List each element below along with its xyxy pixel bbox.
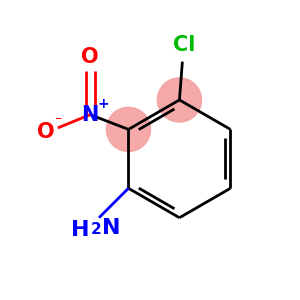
Text: H: H [70,220,89,239]
Text: O: O [81,47,99,67]
Text: O: O [37,122,55,142]
Text: 2: 2 [91,222,101,237]
Circle shape [106,107,151,152]
Text: +: + [98,98,109,111]
Text: N: N [82,105,99,125]
Text: Cl: Cl [173,35,195,56]
Circle shape [158,78,202,122]
Text: ⁻: ⁻ [54,114,62,128]
Text: N: N [101,218,120,238]
